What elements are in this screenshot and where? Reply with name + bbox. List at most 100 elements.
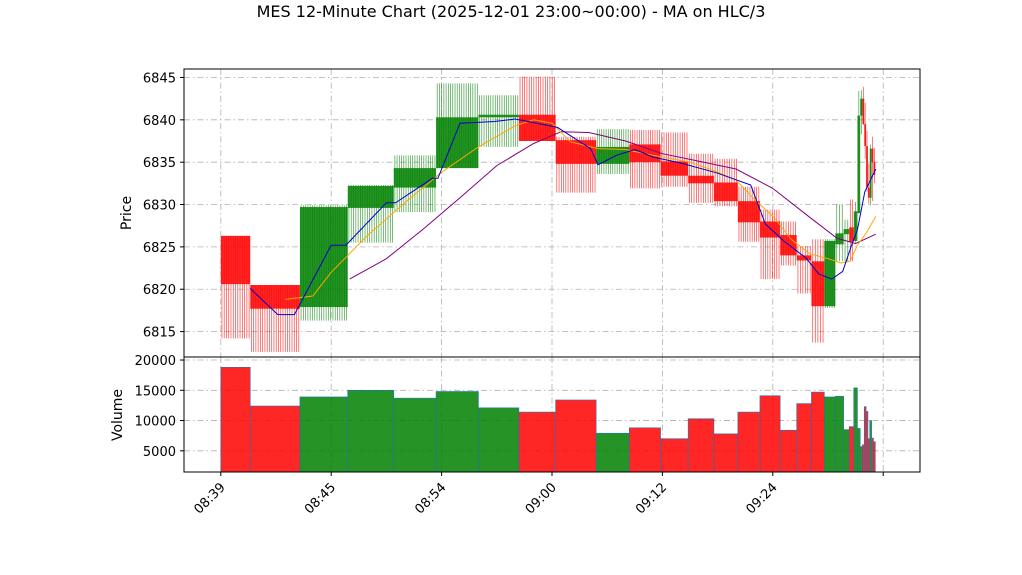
ma-mid-line: [285, 119, 877, 300]
volume-bars: [220, 366, 876, 473]
ma-long-line: [349, 131, 877, 280]
candle-body: [713, 182, 738, 202]
volume-bar-rect: [796, 403, 812, 473]
candle-body: [737, 201, 760, 223]
up-candle: [393, 155, 437, 213]
volume-bar: [628, 427, 661, 473]
candle-body: [824, 240, 836, 307]
x-tick-label: 09:24: [744, 480, 781, 517]
candle-body: [871, 148, 874, 163]
chart-title: MES 12-Minute Chart (2025-12-01 23:00~00…: [256, 2, 766, 21]
volume-tick-label: 15000: [135, 384, 176, 399]
up-candle: [436, 83, 479, 169]
volume-bar-rect: [859, 446, 863, 473]
volume-bar: [779, 429, 798, 473]
up-candle: [347, 185, 394, 243]
volume-bar-rect: [555, 399, 597, 473]
candle-body: [688, 175, 714, 184]
price-tick-label: 6840: [143, 114, 176, 129]
volume-bar-rect: [595, 432, 630, 473]
candle-body: [555, 140, 597, 164]
volume-bar-rect: [628, 427, 661, 473]
x-tick-label: 08:39: [192, 480, 229, 517]
volume-bar-rect: [873, 441, 876, 473]
volume-bar: [859, 446, 863, 473]
volume-bar-rect: [824, 396, 836, 473]
down-candle: [873, 147, 876, 184]
volume-bar: [835, 396, 844, 473]
volume-bar: [518, 411, 556, 473]
candle-body: [862, 98, 865, 125]
volume-bar-rect: [299, 396, 349, 473]
volume-bar: [393, 397, 437, 473]
down-candle: [713, 158, 738, 207]
down-candle: [555, 136, 597, 193]
down-candle: [220, 235, 251, 339]
volume-bar: [811, 391, 825, 473]
volume-bar: [249, 405, 301, 473]
volume-axis-label: Volume: [110, 389, 126, 441]
down-candle: [688, 153, 714, 203]
down-candle: [871, 136, 874, 202]
x-tick-label: 09:12: [633, 480, 670, 517]
volume-bar: [347, 389, 395, 473]
volume-bar-rect: [848, 426, 855, 473]
volume-bar: [857, 428, 861, 473]
volume-bar: [220, 366, 251, 473]
candle-body: [518, 114, 556, 141]
x-tick-label: 08:54: [412, 480, 449, 517]
down-candle: [737, 186, 760, 242]
volume-bar-rect: [779, 429, 798, 473]
x-tick-label: 09:00: [523, 480, 560, 517]
volume-bar: [853, 387, 858, 473]
volume-bar: [660, 438, 689, 473]
candle-body: [660, 161, 689, 176]
volume-tick-label: 10000: [135, 415, 176, 430]
volume-bar: [299, 396, 349, 473]
volume-bar: [737, 411, 761, 473]
volume-bar-rect: [220, 366, 251, 473]
volume-bar-rect: [843, 429, 850, 473]
down-candle: [866, 130, 868, 192]
candle-body: [299, 207, 348, 308]
candle-body: [864, 124, 867, 147]
volume-bar: [555, 399, 597, 473]
candle-body: [780, 235, 797, 256]
volume-bar-rect: [249, 405, 301, 473]
down-candle: [759, 209, 781, 280]
down-candle: [849, 199, 854, 262]
volume-y-axis: 5000 10000 15000 20000: [135, 354, 184, 460]
up-candle: [869, 144, 872, 206]
price-axis-label: Price: [119, 196, 135, 230]
up-candle: [853, 201, 858, 243]
up-candle: [857, 91, 861, 214]
volume-bar: [687, 418, 715, 473]
up-candle: [860, 90, 863, 135]
volume-bar-rect: [660, 438, 689, 473]
volume-bar: [759, 395, 781, 473]
volume-bar: [796, 403, 812, 473]
down-candle: [862, 86, 865, 125]
down-candle: [864, 102, 867, 159]
volume-bar-rect: [478, 407, 520, 473]
volume-tick-label: 5000: [143, 445, 176, 460]
up-candle: [596, 129, 630, 175]
candle-body: [596, 146, 630, 164]
candle-body: [853, 211, 858, 241]
candle-body: [843, 229, 850, 235]
time-x-axis: 08:39 08:45 08:54 09:00 09:12 09:24: [192, 472, 884, 517]
candle-body: [436, 117, 479, 169]
up-candle: [299, 205, 348, 321]
down-candle: [629, 129, 661, 189]
candle-body: [220, 235, 251, 285]
up-candle: [835, 204, 844, 262]
volume-bar: [873, 441, 876, 473]
candle-body: [250, 285, 300, 309]
price-candles: [220, 76, 876, 352]
price-tick-label: 6820: [143, 283, 176, 298]
price-tick-label: 6835: [143, 156, 176, 171]
volume-bar-rect: [853, 387, 858, 473]
candle-body: [811, 261, 825, 307]
candle-body: [860, 98, 863, 116]
